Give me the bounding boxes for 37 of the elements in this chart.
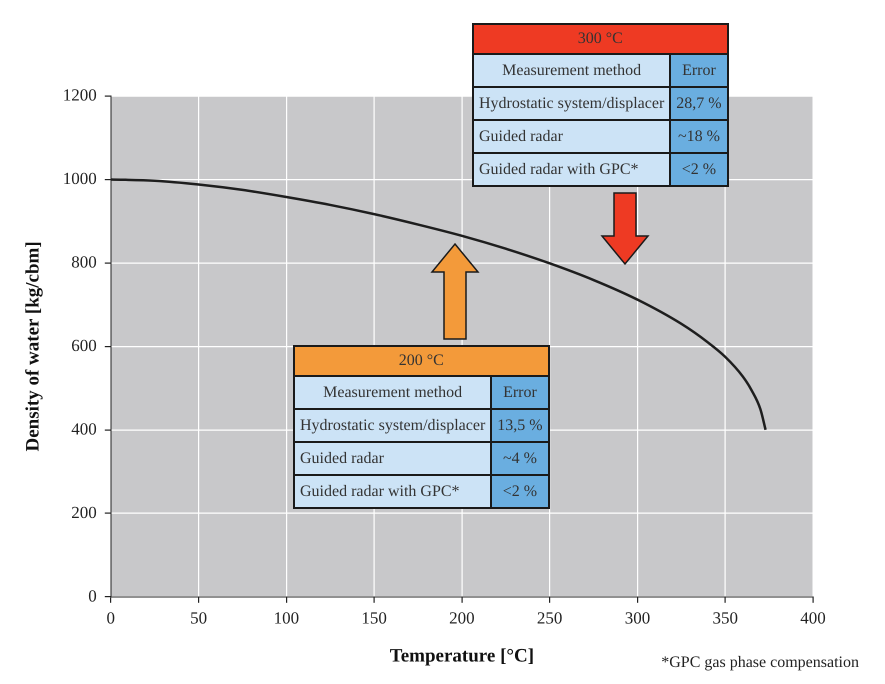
annotation: Error xyxy=(491,376,549,409)
y-tick-label: 1200 xyxy=(62,85,97,104)
x-tick-label: 350 xyxy=(712,608,738,628)
annotation: ~4 % xyxy=(491,442,549,475)
annotation: 13,5 % xyxy=(491,409,549,442)
x-tick-label: 150 xyxy=(361,608,387,628)
annotation: 200 °C xyxy=(294,346,549,376)
text: Error xyxy=(682,62,716,78)
x-tick-label: 100 xyxy=(274,608,300,628)
text: *GPC gas phase compensation xyxy=(661,654,859,672)
annotation: Guided radar with GPC* xyxy=(473,153,670,186)
x-tick-label: 0 xyxy=(106,608,116,628)
x-axis-title: Temperature [°C] xyxy=(390,646,534,667)
annotation: 28,7 % xyxy=(670,87,728,120)
annotation: Guided radar with GPC* xyxy=(294,475,492,508)
annotation: <2 % xyxy=(491,475,549,508)
x-tick-label: 400 xyxy=(800,608,826,628)
y-tick-label: 800 xyxy=(71,252,97,272)
y-axis-title: Density of water [kg/cbm] xyxy=(22,241,44,452)
y-tick-label: 200 xyxy=(71,502,97,522)
annotation: Guided radar xyxy=(294,442,492,475)
y-tick-label: 1000 xyxy=(62,168,97,188)
annotation: <2 % xyxy=(670,153,728,186)
annotation: Hydrostatic system/displacer xyxy=(294,409,492,442)
annotation: ~18 % xyxy=(670,120,728,153)
x-tick-label: 300 xyxy=(624,608,650,628)
text: Measurement method xyxy=(502,62,642,78)
text: 300 °C xyxy=(578,30,623,47)
x-tick-label: 50 xyxy=(190,608,208,628)
annotation: Hydrostatic system/displacer xyxy=(473,87,670,120)
x-tick-label: 200 xyxy=(449,608,475,628)
y-tick-label: 600 xyxy=(71,336,97,355)
annotation: Guided radar xyxy=(473,120,670,153)
x-tick-label: 250 xyxy=(536,608,562,628)
y-tick-label: 0 xyxy=(88,586,97,606)
y-tick-label: 400 xyxy=(71,419,97,438)
annotation: Measurement method xyxy=(294,376,492,409)
